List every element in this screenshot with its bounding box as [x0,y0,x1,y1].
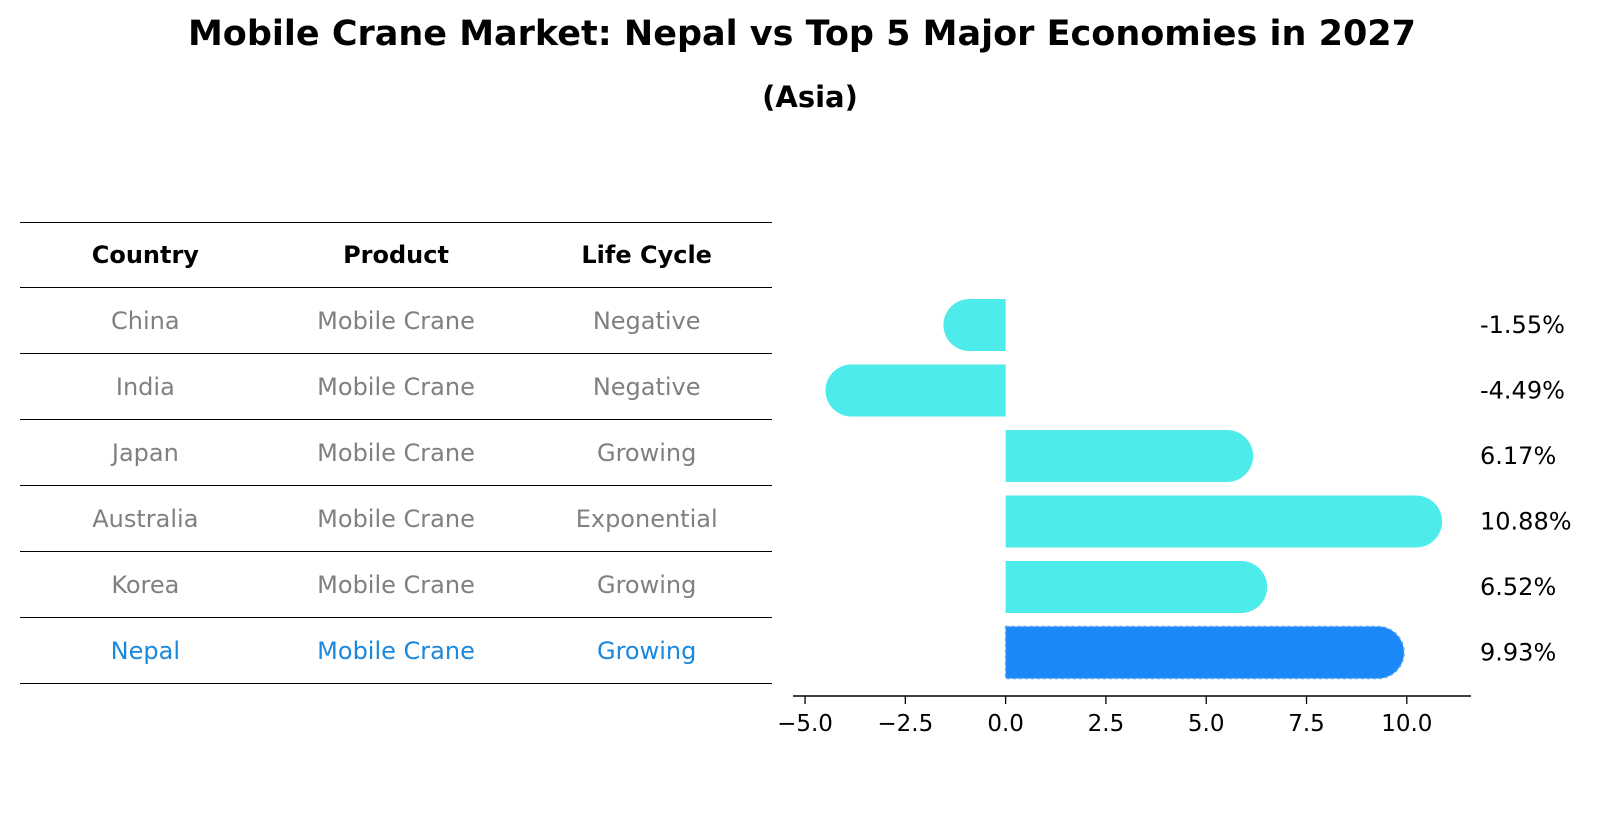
cell-life-cycle: Negative [592,372,701,401]
x-tick-label: 7.5 [1288,711,1325,737]
comparison-table: Country Product Life Cycle China Mobile … [20,222,772,684]
cell-product: Mobile Crane [317,504,475,533]
header-country: Country [91,241,199,269]
table-row: Korea Mobile Crane Growing [20,552,772,618]
cell-country: Australia [92,504,199,533]
cell-country: Nepal [110,636,180,665]
x-tick-label: 10.0 [1381,711,1432,737]
value-label: -1.55% [1480,311,1565,339]
table-row: Japan Mobile Crane Growing [20,420,772,486]
x-tick-label: 5.0 [1188,711,1225,737]
header-life-cycle: Life Cycle [581,241,712,269]
bar-india [825,364,1006,417]
bar-japan [1005,430,1254,482]
bar-australia [1005,495,1443,548]
value-label: 10.88% [1480,508,1572,536]
x-tick-label: 0.0 [987,711,1024,737]
chart-title: Mobile Crane Market: Nepal vs Top 5 Majo… [187,14,1417,54]
x-tick-label: 2.5 [1088,711,1125,737]
cell-product: Mobile Crane [317,570,475,599]
cell-life-cycle: Growing [596,570,697,599]
cell-country: China [111,306,180,335]
table-row-highlight: Nepal Mobile Crane Growing [20,618,772,684]
header-product: Product [343,241,449,269]
table-row: Australia Mobile Crane Exponential [20,486,772,552]
value-label: -4.49% [1480,377,1565,405]
x-tick-label: −2.5 [877,711,933,737]
chart-subtitle: (Asia) [762,80,858,114]
cell-product: Mobile Crane [317,438,475,467]
cell-life-cycle: Negative [592,306,701,335]
value-label: 9.93% [1480,639,1556,667]
cell-product: Mobile Crane [317,306,475,335]
value-label: 6.17% [1480,442,1556,470]
cell-product: Mobile Crane [317,372,475,401]
cell-life-cycle: Growing [596,636,697,665]
cell-product: Mobile Crane [317,636,475,665]
table-header-row: Country Product Life Cycle [20,222,772,288]
cell-life-cycle: Exponential [575,504,718,533]
x-tick-label: −5.0 [777,711,833,737]
cell-life-cycle: Growing [596,438,697,467]
value-label: 6.52% [1480,573,1556,601]
table-row: China Mobile Crane Negative [20,288,772,354]
bar-nepal [1004,625,1405,680]
bar-china [943,299,1006,351]
cell-country: India [115,372,175,401]
bar-korea [1005,561,1268,613]
cell-country: Japan [111,438,179,467]
table-row: India Mobile Crane Negative [20,354,772,420]
cell-country: Korea [111,570,180,599]
